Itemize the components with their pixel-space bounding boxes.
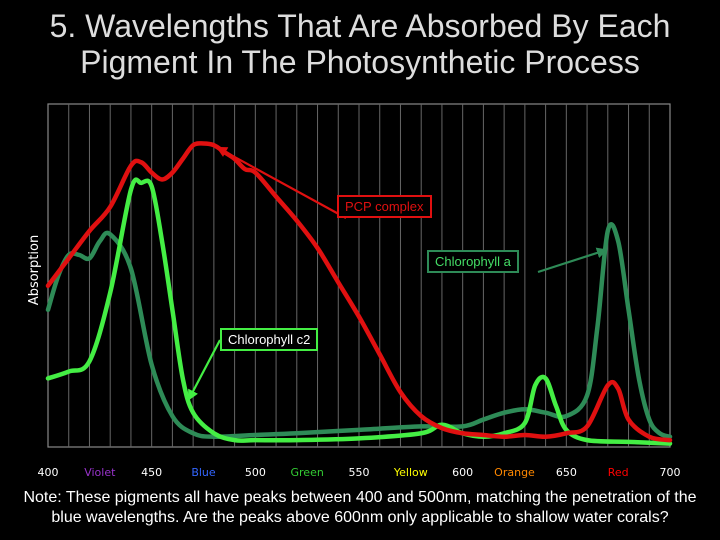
- x-tick-label: Violet: [84, 466, 116, 479]
- x-tick-label: 650: [556, 466, 577, 479]
- series-line-pcp-complex: [45, 141, 673, 443]
- x-tick-label: 450: [141, 466, 162, 479]
- chlorophyll-c2-label: Chlorophyll c2: [220, 328, 319, 351]
- x-tick-label: Red: [608, 466, 629, 479]
- absorption-chart: 400 Violet 450 Blue 500 Green 550 Yellow 600 Oran…: [27, 103, 681, 479]
- series-line-chlorophyll-a: [45, 222, 673, 439]
- footnote: Note: These pigments all have peaks betw…: [0, 488, 720, 528]
- annotation-arrow: [216, 146, 347, 219]
- annotation-arrows: [187, 146, 608, 401]
- footnote-line-2: blue wavelengths. Are the peaks above 60…: [51, 509, 669, 526]
- x-tick-label: 700: [660, 466, 681, 479]
- slide-title: 5. Wavelengths That Are Absorbed By Each…: [0, 8, 720, 80]
- x-tick-label: 600: [452, 466, 473, 479]
- annotation-arrow: [537, 247, 608, 274]
- pcp-complex-label: PCP complex: [337, 195, 432, 218]
- title-line-2: Pigment In The Photosynthetic Process: [80, 44, 640, 80]
- x-tick-label: Green: [291, 466, 324, 479]
- series-layer: [45, 141, 673, 446]
- grid: [47, 103, 671, 448]
- x-tick-label: Blue: [191, 466, 216, 479]
- title-line-1: 5. Wavelengths That Are Absorbed By Each: [49, 8, 671, 44]
- chlorophyll-a-label: Chlorophyll a: [427, 250, 519, 273]
- x-tick-label: 550: [349, 466, 370, 479]
- x-tick-label: 400: [38, 466, 59, 479]
- series-line-chlorophyll-c2: [45, 177, 673, 446]
- annotation-arrow: [187, 339, 221, 401]
- x-tick-label: 500: [245, 466, 266, 479]
- x-tick-label: Orange: [494, 466, 535, 479]
- y-axis-label: Absorption: [27, 235, 42, 305]
- x-tick-label: Yellow: [393, 466, 428, 479]
- x-tick-labels: 400 Violet 450 Blue 500 Green 550 Yellow 600 Oran…: [38, 466, 681, 479]
- footnote-line-1: Note: These pigments all have peaks betw…: [23, 489, 697, 506]
